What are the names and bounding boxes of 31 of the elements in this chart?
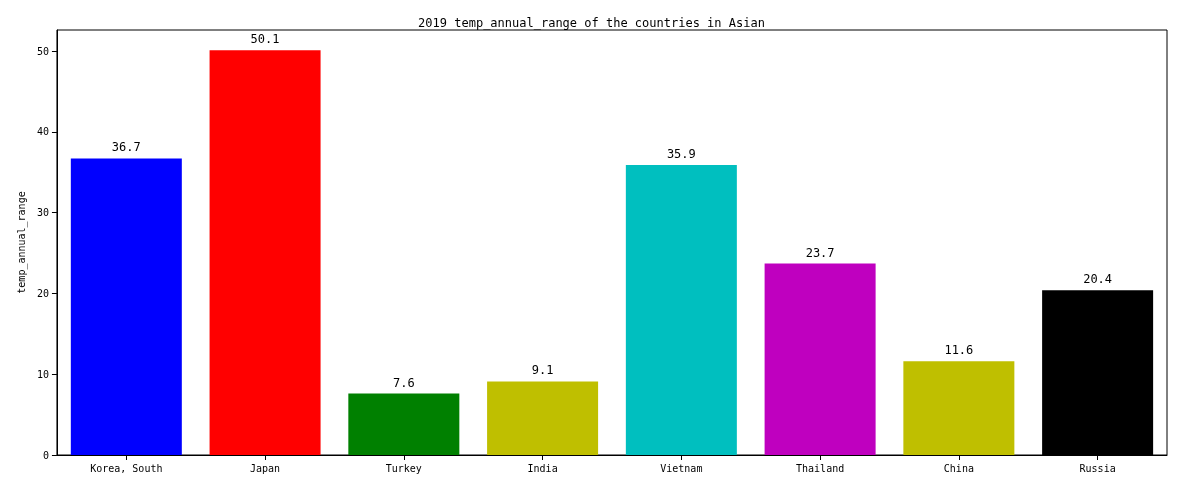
x-tick-label: Turkey [385, 462, 422, 474]
x-tick-label: China [943, 462, 974, 474]
y-tick-label: 10 [36, 368, 49, 380]
bar [70, 158, 182, 455]
chart-title: 2019 temp_annual_range of the countries in Asian [418, 16, 765, 30]
bar [625, 164, 737, 455]
y-tick-label: 20 [36, 287, 49, 299]
data-label: 7.6 [392, 375, 415, 390]
x-tick-label: India [527, 462, 558, 474]
bar [209, 50, 321, 455]
x-tick-label: Korea, South [90, 462, 163, 474]
data-label: 35.9 [666, 146, 696, 161]
data-label: 50.1 [250, 32, 280, 47]
y-tick-label: 0 [42, 449, 49, 461]
x-tick-label: Vietnam [660, 462, 703, 474]
bar [348, 393, 460, 455]
y-axis-title: temp_annual_range [15, 191, 28, 294]
y-tick-label: 40 [36, 126, 49, 138]
data-label: 36.7 [111, 140, 141, 155]
x-tick-label: Thailand [796, 462, 845, 474]
data-label: 20.4 [1083, 272, 1113, 287]
y-tick-label: 30 [36, 207, 49, 219]
bar [487, 381, 599, 455]
data-label: 23.7 [805, 245, 835, 260]
y-tick-label: 50 [36, 45, 49, 57]
bar [903, 361, 1015, 455]
data-label: 9.1 [531, 363, 554, 378]
x-tick-label: Japan [250, 462, 281, 474]
data-label: 11.6 [944, 343, 974, 358]
bar [764, 263, 876, 455]
x-tick-label: Russia [1079, 462, 1116, 474]
